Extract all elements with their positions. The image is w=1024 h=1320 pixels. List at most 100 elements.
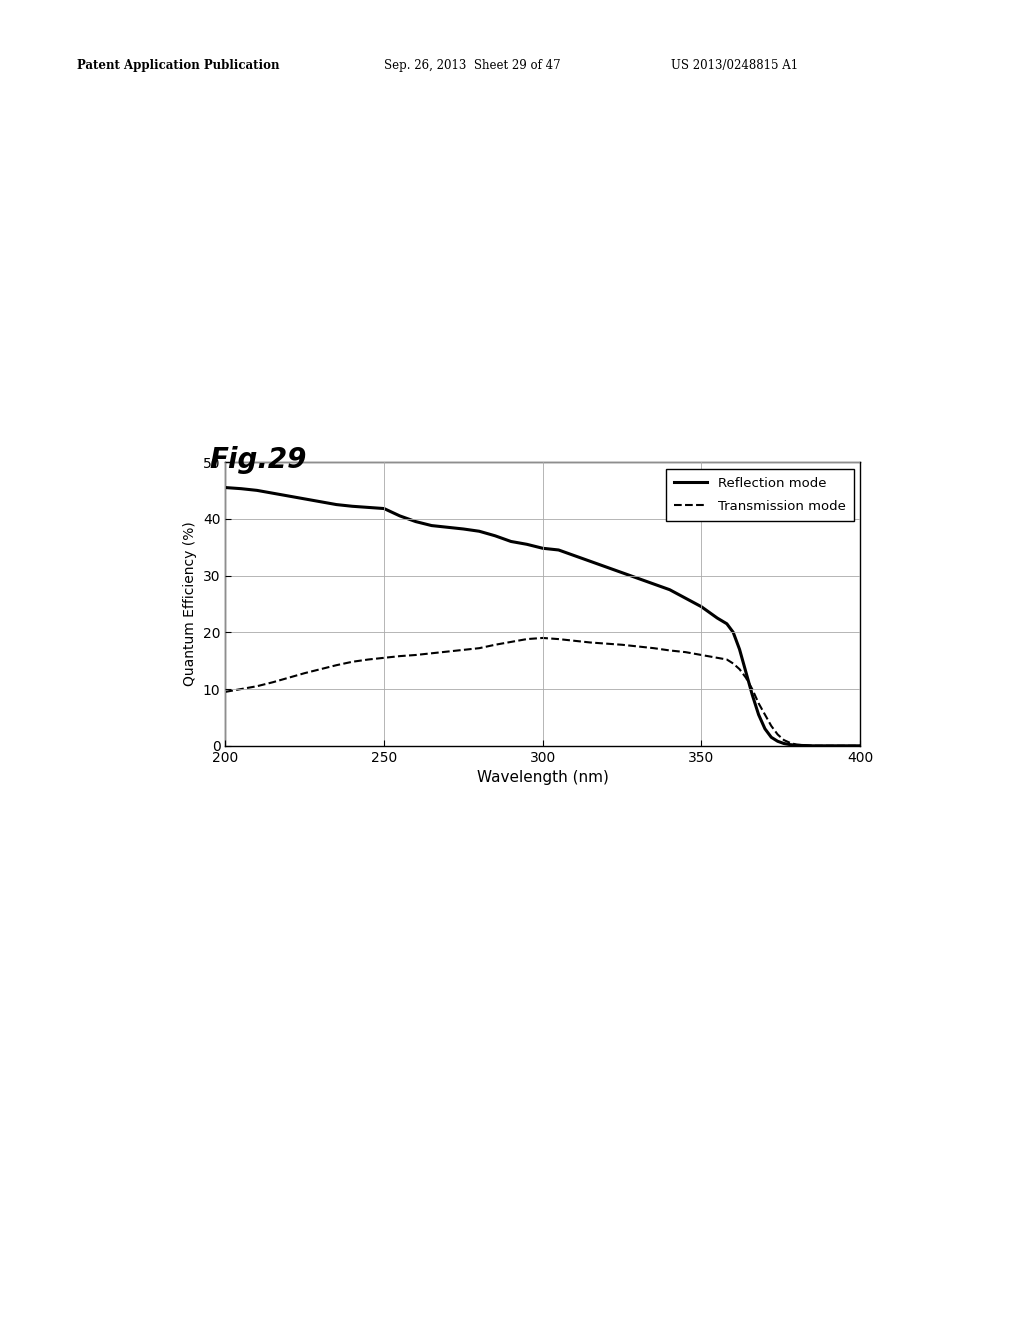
Reflection mode (553, 543, 565, 558)
Transmission mode (283, 669, 295, 685)
Transmission mode (721, 652, 733, 668)
Transmission mode (739, 669, 752, 685)
Transmission mode (520, 631, 532, 647)
Transmission mode (346, 653, 358, 669)
X-axis label: Wavelength (nm): Wavelength (nm) (477, 770, 608, 785)
Transmission mode (505, 634, 517, 649)
Reflection mode (505, 533, 517, 549)
Reflection mode (616, 565, 629, 581)
Transmission mode (393, 648, 406, 664)
Reflection mode (838, 738, 850, 754)
Transmission mode (234, 681, 247, 697)
Transmission mode (553, 631, 565, 647)
Reflection mode (600, 560, 612, 576)
Transmission mode (426, 645, 438, 661)
Transmission mode (378, 649, 390, 665)
Reflection mode (537, 540, 549, 556)
Reflection mode (739, 664, 752, 680)
Reflection mode (765, 730, 777, 746)
Reflection mode (361, 499, 374, 515)
Text: Patent Application Publication: Patent Application Publication (77, 59, 280, 73)
Transmission mode (854, 738, 866, 754)
Reflection mode (632, 570, 644, 586)
Transmission mode (314, 661, 327, 677)
Transmission mode (537, 630, 549, 645)
Reflection mode (778, 735, 791, 751)
Transmission mode (616, 636, 629, 652)
Reflection mode (664, 582, 676, 598)
Reflection mode (299, 491, 311, 507)
Transmission mode (330, 657, 342, 673)
Transmission mode (679, 644, 691, 660)
Transmission mode (733, 661, 745, 677)
Reflection mode (679, 590, 691, 606)
Line: Transmission mode: Transmission mode (225, 638, 860, 746)
Transmission mode (838, 738, 850, 754)
Transmission mode (647, 640, 659, 656)
Reflection mode (283, 488, 295, 504)
Reflection mode (266, 486, 279, 502)
Transmission mode (664, 643, 676, 659)
Transmission mode (711, 649, 723, 665)
Reflection mode (711, 610, 723, 626)
Y-axis label: Quantum Efficiency (%): Quantum Efficiency (%) (183, 521, 198, 686)
Text: US 2013/0248815 A1: US 2013/0248815 A1 (671, 59, 798, 73)
Reflection mode (695, 599, 708, 615)
Transmission mode (807, 738, 819, 754)
Reflection mode (746, 686, 759, 702)
Transmission mode (753, 696, 765, 711)
Transmission mode (771, 726, 783, 742)
Transmission mode (632, 639, 644, 655)
Reflection mode (346, 499, 358, 515)
Transmission mode (695, 647, 708, 663)
Text: Sep. 26, 2013  Sheet 29 of 47: Sep. 26, 2013 Sheet 29 of 47 (384, 59, 560, 73)
Reflection mode (488, 528, 501, 544)
Reflection mode (330, 496, 342, 512)
Transmission mode (441, 644, 454, 660)
Transmission mode (410, 647, 422, 663)
Transmission mode (251, 678, 263, 694)
Transmission mode (759, 706, 771, 722)
Reflection mode (426, 517, 438, 533)
Transmission mode (791, 737, 803, 752)
Transmission mode (299, 665, 311, 681)
Transmission mode (727, 656, 739, 672)
Transmission mode (473, 640, 485, 656)
Reflection mode (759, 721, 771, 737)
Transmission mode (746, 681, 759, 697)
Reflection mode (647, 576, 659, 591)
Reflection mode (822, 738, 835, 754)
Reflection mode (791, 738, 803, 754)
Transmission mode (266, 675, 279, 690)
Line: Reflection mode: Reflection mode (225, 487, 860, 746)
Reflection mode (314, 494, 327, 510)
Reflection mode (807, 738, 819, 754)
Reflection mode (393, 508, 406, 524)
Reflection mode (234, 480, 247, 496)
Legend: Reflection mode, Transmission mode: Reflection mode, Transmission mode (667, 469, 854, 521)
Transmission mode (457, 642, 469, 657)
Transmission mode (784, 735, 797, 751)
Reflection mode (753, 706, 765, 722)
Transmission mode (361, 652, 374, 668)
Reflection mode (473, 523, 485, 539)
Reflection mode (457, 521, 469, 537)
Transmission mode (584, 635, 596, 651)
Reflection mode (219, 479, 231, 495)
Transmission mode (568, 632, 581, 648)
Reflection mode (520, 536, 532, 552)
Transmission mode (778, 733, 791, 748)
Reflection mode (854, 738, 866, 754)
Reflection mode (410, 513, 422, 529)
Reflection mode (733, 642, 745, 657)
Transmission mode (822, 738, 835, 754)
Reflection mode (721, 616, 733, 632)
Reflection mode (441, 519, 454, 535)
Reflection mode (251, 483, 263, 499)
Reflection mode (378, 500, 390, 516)
Reflection mode (727, 624, 739, 640)
Reflection mode (784, 737, 797, 752)
Reflection mode (584, 553, 596, 569)
Transmission mode (488, 636, 501, 652)
Reflection mode (568, 548, 581, 564)
